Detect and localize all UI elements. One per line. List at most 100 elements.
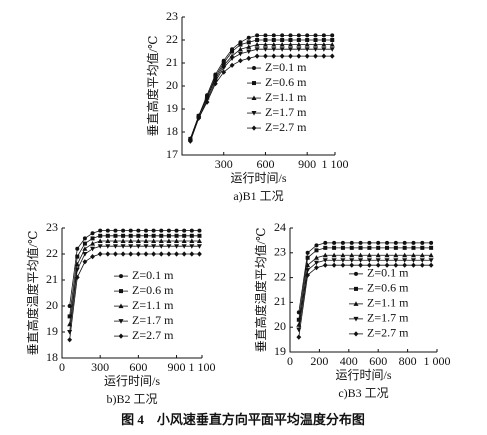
y-tick-label: 21 xyxy=(274,294,286,308)
marker xyxy=(189,244,195,249)
marker xyxy=(128,233,133,238)
marker xyxy=(419,258,425,263)
y-tick-label: 23 xyxy=(166,9,178,23)
marker xyxy=(279,47,285,52)
marker xyxy=(238,58,243,64)
legend-marker xyxy=(251,95,257,101)
series-line xyxy=(298,264,432,338)
marker xyxy=(279,42,285,47)
marker xyxy=(97,251,103,257)
marker xyxy=(340,262,346,268)
x-tick-label: 1 000 xyxy=(424,354,451,368)
marker xyxy=(271,53,277,59)
marker xyxy=(135,251,141,257)
y-tick-label: 20 xyxy=(274,319,286,333)
marker xyxy=(90,231,95,236)
marker xyxy=(349,262,355,268)
marker xyxy=(288,33,293,38)
marker xyxy=(375,258,381,263)
marker xyxy=(237,46,243,52)
marker xyxy=(375,252,381,258)
marker xyxy=(428,258,434,263)
marker xyxy=(313,260,319,266)
marker xyxy=(384,252,390,258)
marker xyxy=(296,334,302,340)
marker xyxy=(97,238,103,243)
marker xyxy=(263,53,268,59)
y-tick-label: 18 xyxy=(46,350,58,364)
marker xyxy=(420,245,425,250)
marker xyxy=(67,330,73,335)
y-tick-label: 23 xyxy=(274,245,286,259)
marker xyxy=(197,233,202,238)
marker xyxy=(331,252,337,258)
marker xyxy=(331,258,337,263)
y-tick-label: 22 xyxy=(46,246,58,260)
y-tick-label: 22 xyxy=(274,269,286,283)
y-tick-label: 19 xyxy=(46,324,58,338)
marker xyxy=(393,258,399,263)
marker xyxy=(113,251,118,257)
marker xyxy=(144,233,148,238)
x-tick-label: 900 xyxy=(298,157,316,171)
y-tick-label: 18 xyxy=(166,124,178,138)
marker xyxy=(181,251,187,257)
marker xyxy=(305,268,311,273)
marker xyxy=(128,228,133,233)
marker xyxy=(254,47,260,52)
marker xyxy=(313,53,318,59)
marker xyxy=(280,38,285,42)
series-line xyxy=(298,242,432,313)
marker xyxy=(159,228,164,233)
marker xyxy=(322,262,328,268)
marker xyxy=(181,244,187,249)
marker xyxy=(321,42,327,47)
marker xyxy=(305,38,310,42)
marker xyxy=(97,244,103,249)
marker xyxy=(262,42,268,47)
marker xyxy=(128,244,134,249)
marker xyxy=(411,262,416,268)
marker xyxy=(174,233,179,238)
marker xyxy=(296,38,301,42)
marker xyxy=(151,251,157,257)
marker xyxy=(420,240,425,245)
marker xyxy=(74,267,80,273)
marker xyxy=(314,248,319,253)
legend-label: Z=0.6 m xyxy=(265,75,307,89)
marker xyxy=(313,38,318,42)
marker xyxy=(366,258,372,263)
marker xyxy=(271,42,277,47)
marker xyxy=(135,244,141,249)
marker xyxy=(166,251,172,257)
marker xyxy=(196,115,202,121)
marker xyxy=(189,251,195,257)
marker xyxy=(143,244,149,249)
marker xyxy=(90,246,96,252)
marker xyxy=(158,244,164,249)
marker xyxy=(349,258,355,263)
marker xyxy=(263,33,268,38)
marker xyxy=(74,274,80,280)
marker xyxy=(82,246,88,251)
marker xyxy=(287,42,293,47)
marker xyxy=(271,33,276,38)
y-tick-label: 21 xyxy=(166,55,178,69)
marker xyxy=(159,233,164,238)
marker xyxy=(120,251,126,257)
marker xyxy=(411,240,416,245)
marker xyxy=(313,255,319,260)
marker xyxy=(121,233,126,238)
marker xyxy=(393,262,399,268)
marker xyxy=(321,53,327,59)
marker xyxy=(246,49,252,55)
marker xyxy=(230,49,235,54)
marker xyxy=(204,99,210,105)
series-line xyxy=(189,48,333,142)
marker xyxy=(197,251,202,257)
marker xyxy=(75,254,80,259)
marker xyxy=(402,252,408,258)
marker xyxy=(263,38,268,42)
legend-label: Z=1.1 m xyxy=(367,296,409,310)
marker xyxy=(376,245,381,250)
